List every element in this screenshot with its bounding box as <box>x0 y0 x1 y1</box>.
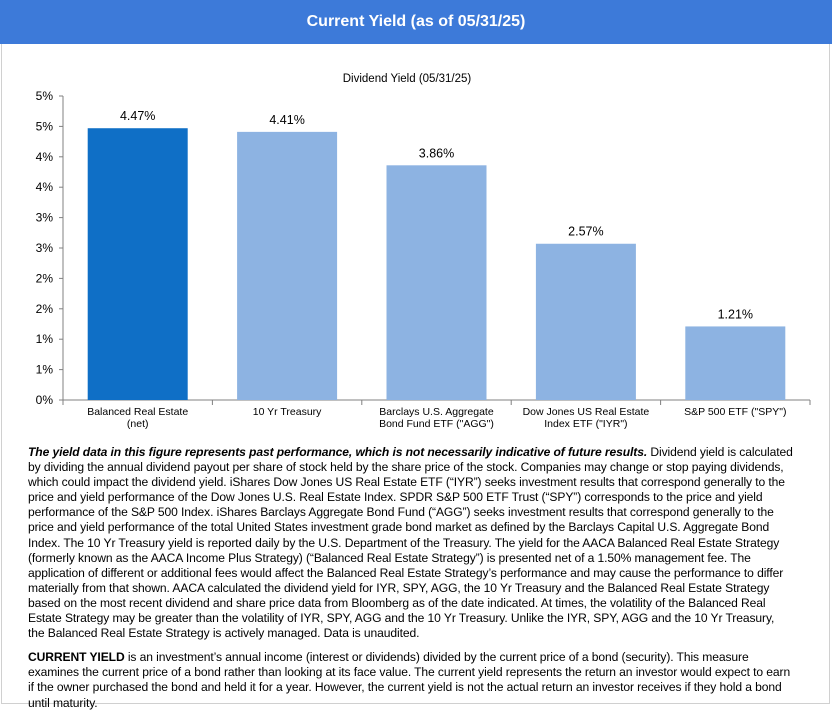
definition-body: is an investment’s annual income (intere… <box>28 650 791 710</box>
content-panel <box>1 44 830 704</box>
chart-title: Dividend Yield (05/31/25) <box>343 73 472 85</box>
y-tick-label: 3% <box>36 211 54 225</box>
bar-highlight <box>87 128 188 400</box>
dividend-yield-bar-chart: Dividend Yield (05/31/25) 0% 1% 1% 2% 2% 3% 3%… <box>36 73 811 430</box>
category-label: Barclays U.S. Aggregate Bond Fund ETF ("A… <box>379 406 494 430</box>
y-tick-label: 5% <box>36 89 54 103</box>
disclaimer-body: Dividend yield is calculated by dividing… <box>28 445 793 641</box>
category-label: Dow Jones US Real Estate Index ETF ("IYR"… <box>523 406 650 430</box>
data-label: 4.41% <box>269 113 304 127</box>
y-tick-label: 3% <box>36 241 54 255</box>
y-tick-label: 1% <box>36 363 54 377</box>
performance-disclaimer: The yield data in this figure represents… <box>28 445 793 641</box>
category-label: 10 Yr Treasury <box>253 406 322 418</box>
disclosure-notes: The yield data in this figure represents… <box>28 445 793 711</box>
y-tick-label: 2% <box>36 302 54 316</box>
data-label: 2.57% <box>568 225 603 239</box>
data-label: 3.86% <box>419 146 454 160</box>
y-tick-label: 2% <box>36 271 54 285</box>
page-title: Current Yield (as of 05/31/25) <box>306 13 526 30</box>
bar <box>237 131 338 400</box>
data-label: 1.21% <box>718 307 753 321</box>
disclaimer-lead: The yield data in this figure represents… <box>28 445 648 459</box>
bar <box>535 243 636 400</box>
category-label: S&P 500 ETF ("SPY") <box>684 406 786 418</box>
y-tick-label: 0% <box>36 393 54 407</box>
definition-term: CURRENT YIELD <box>28 650 125 665</box>
data-label: 4.47% <box>120 109 155 123</box>
bar <box>386 165 487 400</box>
category-label: Balanced Real Estate (net) <box>87 406 188 430</box>
header-banner: Current Yield (as of 05/31/25) <box>0 0 832 44</box>
bar <box>685 326 786 400</box>
y-tick-label: 4% <box>36 150 54 164</box>
current-yield-definition: CURRENT YIELD is an investment’s annual … <box>28 650 793 710</box>
y-tick-label: 5% <box>36 119 54 133</box>
y-tick-label: 1% <box>36 332 54 346</box>
y-tick-label: 4% <box>36 180 54 194</box>
